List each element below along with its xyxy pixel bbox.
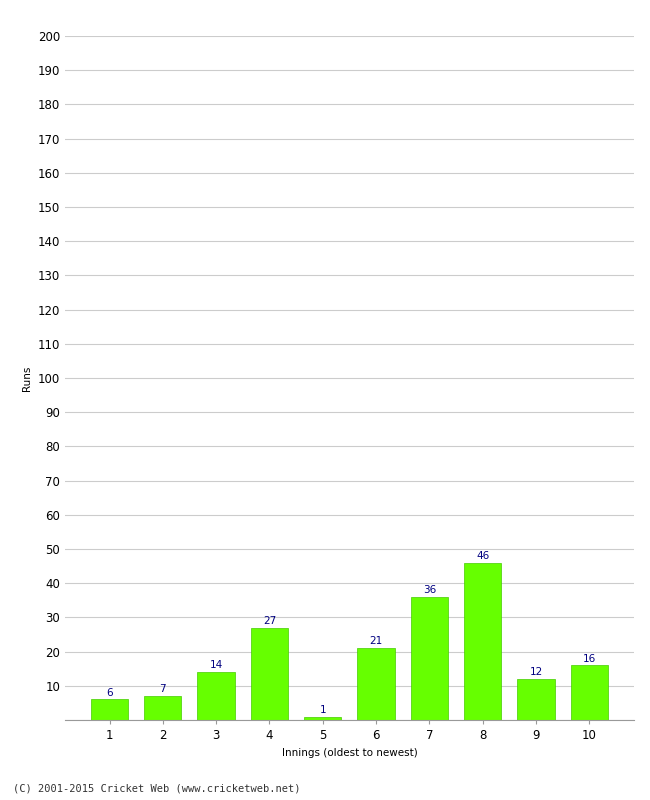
Text: 21: 21: [369, 637, 383, 646]
Bar: [571, 666, 608, 720]
Text: 16: 16: [582, 654, 596, 663]
Text: 36: 36: [422, 585, 436, 595]
Bar: [304, 717, 341, 720]
Bar: [517, 679, 554, 720]
Bar: [411, 597, 448, 720]
Bar: [144, 696, 181, 720]
Text: 7: 7: [159, 684, 166, 694]
Bar: [91, 699, 128, 720]
Bar: [251, 628, 288, 720]
Bar: [358, 648, 395, 720]
Text: (C) 2001-2015 Cricket Web (www.cricketweb.net): (C) 2001-2015 Cricket Web (www.cricketwe…: [13, 784, 300, 794]
Bar: [464, 562, 501, 720]
Bar: [198, 672, 235, 720]
X-axis label: Innings (oldest to newest): Innings (oldest to newest): [281, 747, 417, 758]
Text: 14: 14: [209, 661, 223, 670]
Text: 6: 6: [106, 688, 113, 698]
Text: 12: 12: [529, 667, 543, 678]
Text: 1: 1: [319, 705, 326, 715]
Text: 27: 27: [263, 616, 276, 626]
Text: 46: 46: [476, 551, 489, 561]
Y-axis label: Runs: Runs: [22, 366, 32, 390]
